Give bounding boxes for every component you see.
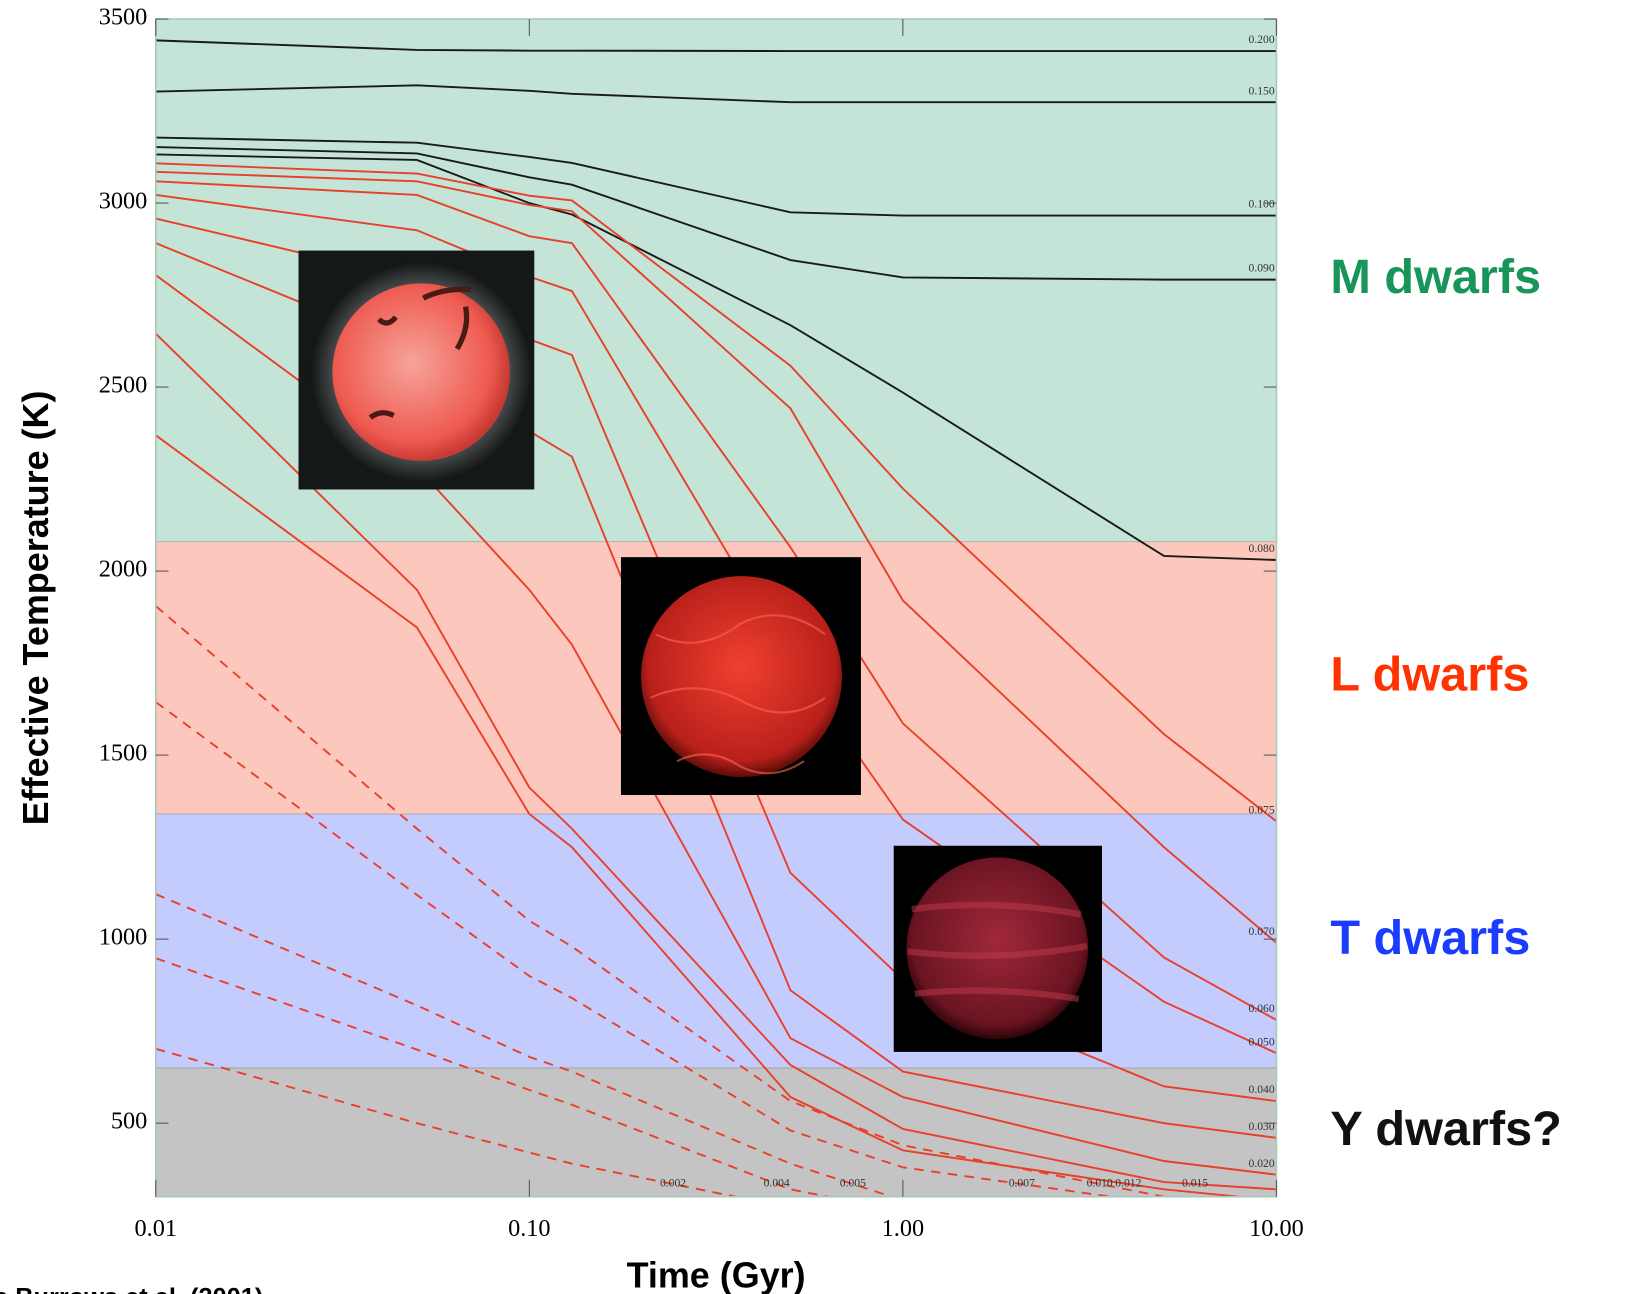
t-dwarf-image	[894, 846, 1102, 1052]
x-tick-label: 0.01	[135, 1215, 178, 1242]
track-label: 0.060	[1249, 1002, 1275, 1015]
y-tick-label: 500	[111, 1108, 147, 1135]
y-axis-title: Effective Temperature (K)	[15, 391, 56, 826]
track-label: 0.030	[1249, 1120, 1275, 1133]
track-label: 0.012	[1115, 1177, 1141, 1190]
track-label: 0.002	[660, 1177, 686, 1190]
band-label: M dwarfs	[1330, 250, 1541, 304]
track-label: 0.020	[1249, 1157, 1275, 1170]
track-label: 0.070	[1249, 925, 1275, 938]
band	[156, 814, 1277, 1068]
x-axis-title: Time (Gyr)	[627, 1255, 806, 1294]
band-label: L dwarfs	[1330, 648, 1529, 702]
band-label: T dwarfs	[1330, 911, 1530, 965]
track-label: 0.040	[1249, 1083, 1275, 1096]
track-label: 0.075	[1249, 803, 1275, 816]
track-label: 0.010	[1087, 1177, 1113, 1190]
track-label: 0.090	[1249, 262, 1275, 275]
x-tick-label: 1.00	[882, 1215, 925, 1242]
star-image	[299, 251, 535, 490]
x-tick-label: 0.10	[508, 1215, 551, 1242]
l-dwarf-image	[621, 557, 861, 795]
y-tick-label: 3000	[99, 188, 148, 215]
chart: 0.200 0.150 0.100 0.090 0.080 0.075 0.070 0.060…	[0, 0, 1650, 1294]
x-tick-label: 10.00	[1249, 1215, 1304, 1242]
track-label: 0.004	[764, 1177, 790, 1190]
track-label: 0.080	[1249, 542, 1275, 555]
track-label: 0.150	[1249, 84, 1275, 97]
y-tick-label: 2500	[99, 372, 148, 399]
track-label: 0.050	[1249, 1035, 1275, 1048]
track-label: 0.007	[1009, 1177, 1035, 1190]
band-label: Y dwarfs?	[1330, 1102, 1562, 1156]
y-tick-label: 1500	[99, 740, 148, 767]
y-tick-label: 3500	[99, 4, 148, 31]
y-tick-label: 2000	[99, 556, 148, 583]
source-note: e Burrows et al. (2001)	[0, 1284, 263, 1294]
y-tick-label: 1000	[99, 924, 148, 951]
track-label: 0.015	[1182, 1177, 1208, 1190]
track-label: 0.005	[840, 1177, 866, 1190]
track-label: 0.200	[1249, 33, 1275, 46]
track-label: 0.100	[1249, 198, 1275, 211]
